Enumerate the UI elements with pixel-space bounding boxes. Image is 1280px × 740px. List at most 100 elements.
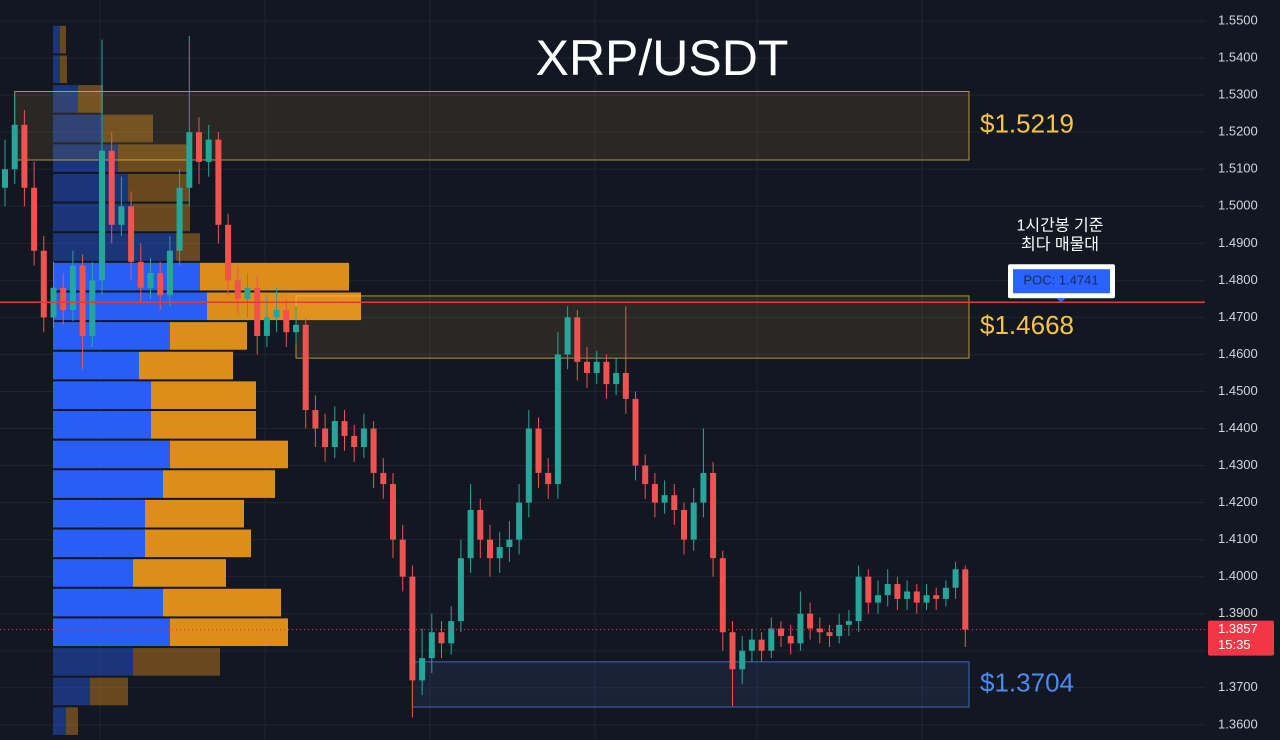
candle-body [302, 324, 309, 410]
candle-body [710, 472, 717, 559]
candle-body [176, 187, 183, 251]
zone-label: $1.4668 [980, 310, 1074, 340]
candle-body [21, 124, 28, 188]
poc-annotation: 최다 매물대 [1021, 235, 1099, 253]
candle-body [263, 317, 270, 336]
candle-body [962, 569, 969, 630]
candle-body [671, 495, 678, 510]
candle-body [554, 354, 561, 485]
poc-box [1013, 269, 1110, 294]
profile-bar [133, 648, 220, 676]
candle-body [118, 206, 125, 225]
candle-body [457, 558, 464, 622]
candle-body [351, 435, 358, 448]
profile-bar [139, 351, 233, 380]
poc-annotation: 1시간봉 기준 [1017, 216, 1104, 234]
candle-body [428, 632, 435, 659]
chart-title: XRP/USDT [536, 30, 789, 86]
candle-body [244, 287, 251, 299]
y-tick-label: 1.4700 [1218, 309, 1258, 324]
profile-bar [53, 618, 170, 647]
candle-body [215, 139, 222, 225]
candle-body [40, 250, 47, 318]
candle-body [234, 280, 241, 299]
candle-body [409, 576, 416, 681]
last-price-label: 1.3857 [1218, 621, 1258, 636]
candle-body [360, 428, 367, 448]
candle-body [225, 224, 232, 281]
candle-body [729, 632, 736, 670]
candle-body [632, 398, 639, 466]
profile-bar [53, 322, 170, 350]
candle-body [642, 465, 649, 485]
candle-body [487, 539, 493, 559]
profile-bar [170, 440, 288, 469]
candle-body [467, 510, 474, 559]
grid [0, 0, 1205, 740]
candle-body [2, 169, 8, 188]
y-tick-label: 1.5100 [1218, 161, 1258, 176]
last-price-time: 15:35 [1218, 637, 1251, 652]
y-tick-label: 1.5500 [1218, 13, 1258, 28]
candle-body [904, 591, 911, 599]
candle-body [690, 502, 697, 540]
candle-body [855, 576, 862, 622]
profile-bar [145, 529, 251, 558]
profile-bar [53, 114, 103, 143]
profile-bar [53, 707, 66, 735]
candle-body [797, 613, 804, 644]
candle-body [748, 639, 755, 651]
candle-body [564, 317, 571, 355]
profile-bar [53, 55, 60, 84]
profile-bar [170, 322, 247, 350]
candle-body [768, 628, 775, 651]
profile-bar [163, 588, 281, 617]
candle-body [593, 361, 600, 373]
y-tick-label: 1.5200 [1218, 124, 1258, 139]
candle-body [719, 558, 726, 633]
profile-bar [53, 233, 176, 261]
profile-bar [60, 25, 66, 54]
profile-bar [53, 677, 90, 706]
candle-body [399, 539, 406, 577]
candle-body [283, 310, 290, 333]
candle-body [196, 132, 202, 162]
y-tick-label: 1.4000 [1218, 568, 1258, 583]
y-tick-label: 1.4100 [1218, 531, 1258, 546]
profile-bar [53, 351, 139, 380]
candle-body [816, 628, 823, 633]
profile-bar [53, 529, 145, 558]
candle-body [923, 595, 930, 603]
candle-body [574, 317, 581, 362]
candle-body [99, 150, 105, 281]
profile-bar [53, 85, 78, 113]
candle-body [942, 587, 949, 599]
profile-bar [133, 559, 226, 587]
candle-body [390, 484, 396, 540]
candle-body [11, 124, 18, 170]
candle-body [700, 472, 707, 503]
candle-body [137, 261, 144, 288]
profile-bar [53, 470, 163, 498]
profile-bar [151, 381, 256, 409]
candle-body [31, 187, 38, 251]
candle-body [69, 265, 76, 310]
candle-body [273, 310, 280, 318]
profile-bar [200, 262, 349, 291]
candle-body [448, 621, 455, 644]
candle-body [331, 421, 338, 448]
zone-box [14, 90, 970, 161]
profile-bar [53, 499, 145, 528]
candle-body [845, 621, 852, 625]
candle-body [865, 576, 872, 603]
profile-bar [151, 411, 256, 439]
candle-body [79, 265, 86, 336]
candle-body [322, 428, 329, 448]
profile-bar [60, 55, 67, 84]
candle-body [312, 410, 319, 429]
candle-body [758, 639, 765, 651]
candle-body [894, 584, 901, 599]
candle-body [661, 495, 668, 503]
